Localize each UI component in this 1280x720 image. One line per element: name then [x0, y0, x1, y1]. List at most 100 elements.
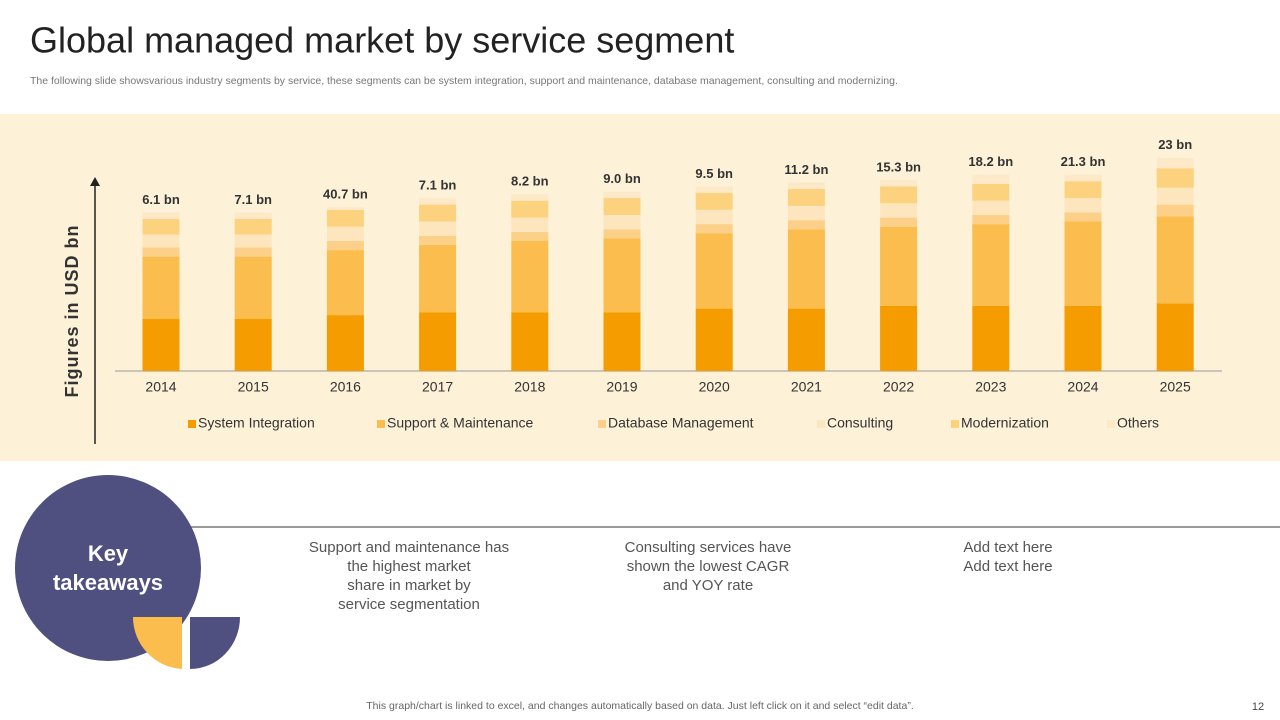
bar-segment	[787, 308, 825, 371]
bar-segment	[142, 319, 180, 371]
bar-segment	[326, 241, 364, 251]
bar-segment	[419, 204, 457, 222]
bar-segment	[142, 234, 180, 248]
x-tick-label: 2018	[514, 379, 545, 395]
legend-entry: Consulting	[827, 415, 893, 431]
takeaway-text: the highest market	[347, 558, 471, 575]
bar-segment	[419, 221, 457, 236]
bar-segment	[972, 200, 1010, 215]
bar-segment	[511, 231, 549, 241]
total-label: 6.1 bn	[142, 192, 180, 207]
total-label: 40.7 bn	[323, 187, 368, 202]
bar-segment	[1156, 204, 1194, 217]
bar-segment	[603, 229, 641, 239]
bar-segment	[1156, 216, 1194, 304]
bar-segment	[1156, 157, 1194, 169]
y-axis-label: Figures in USD bn	[62, 224, 82, 397]
bar-segment	[880, 226, 918, 306]
x-tick-label: 2019	[606, 379, 637, 395]
orange-quarter	[132, 617, 182, 669]
bar-segment	[880, 306, 918, 371]
bar-segment	[511, 241, 549, 313]
bar-segment	[326, 315, 364, 371]
bar-segment	[880, 217, 918, 227]
bar-segment	[419, 235, 457, 245]
x-tick-label: 2023	[975, 379, 1006, 395]
takeaway-text: share in market by	[347, 577, 471, 594]
bar-segment	[419, 244, 457, 313]
arrow-head	[90, 177, 100, 186]
legend-entry: Others	[1117, 415, 1159, 431]
bar-segment	[787, 229, 825, 309]
total-label: 9.0 bn	[603, 171, 641, 186]
total-label: 9.5 bn	[695, 166, 733, 181]
total-label: 15.3 bn	[876, 159, 921, 174]
legend-swatch	[1107, 420, 1115, 428]
bar-segment	[695, 186, 733, 193]
bar-segment	[880, 186, 918, 204]
bar-segment	[603, 215, 641, 230]
bar-segment	[603, 191, 641, 199]
takeaway-text: shown the lowest CAGR	[627, 558, 790, 575]
bar-segment	[695, 308, 733, 371]
bar-segment	[234, 247, 272, 257]
legend-swatch	[188, 420, 196, 428]
bar-segment	[234, 218, 272, 235]
footer: This graph/chart is linked to excel, and…	[366, 700, 913, 712]
x-tick-label: 2021	[791, 379, 822, 395]
takeaway-text: Add text here	[963, 558, 1052, 575]
legend-swatch	[817, 420, 825, 428]
bar-segment	[695, 233, 733, 309]
x-tick-label: 2017	[422, 379, 453, 395]
bar-segment	[326, 207, 364, 210]
total-label: 18.2 bn	[968, 154, 1013, 169]
total-label: 23 bn	[1158, 137, 1192, 152]
bar-segment	[787, 189, 825, 206]
legend-swatch	[377, 420, 385, 428]
x-tick-label: 2015	[238, 379, 269, 395]
legend-entry: Support & Maintenance	[387, 415, 534, 431]
bar-segment	[1156, 303, 1194, 371]
bar-segment	[972, 183, 1010, 201]
bar-segment	[326, 209, 364, 227]
bar-segment	[880, 179, 918, 187]
bar-segment	[972, 224, 1010, 306]
bar-segment	[972, 174, 1010, 184]
x-tick-label: 2025	[1160, 379, 1191, 395]
bar-segment	[603, 312, 641, 371]
bar-segment	[326, 226, 364, 241]
bar-segment	[234, 256, 272, 319]
legend-swatch	[951, 420, 959, 428]
subtitle: The following slide showsvarious industr…	[30, 75, 898, 87]
bar-segment	[1064, 198, 1102, 213]
bar-segment	[419, 198, 457, 205]
bar-segment	[511, 200, 549, 218]
bar-segment	[695, 209, 733, 225]
total-label: 7.1 bn	[234, 192, 272, 207]
purple-quarter	[190, 617, 240, 669]
total-label: 8.2 bn	[511, 174, 549, 189]
bar-segment	[972, 306, 1010, 371]
takeaway-heading: takeaways	[53, 570, 163, 595]
bar-segment	[142, 218, 180, 235]
bar-segment	[142, 212, 180, 219]
takeaway-text: Consulting services have	[625, 539, 792, 556]
takeaway-circle	[15, 475, 201, 661]
x-tick-label: 2014	[145, 379, 176, 395]
bar-segment	[234, 319, 272, 371]
slide-title: Global managed market by service segment	[30, 20, 734, 61]
bar-segment	[326, 250, 364, 316]
bar-segment	[695, 192, 733, 210]
page-number: 12	[1252, 701, 1264, 713]
bar-segment	[142, 256, 180, 319]
total-label: 7.1 bn	[419, 178, 457, 193]
legend-swatch	[598, 420, 606, 428]
takeaway-heading: Key	[88, 541, 129, 566]
bar-segment	[603, 198, 641, 215]
legend-entry: Modernization	[961, 415, 1049, 431]
bar-segment	[880, 203, 918, 218]
total-label: 21.3 bn	[1061, 154, 1106, 169]
bar-segment	[972, 215, 1010, 225]
x-tick-label: 2022	[883, 379, 914, 395]
bar-segment	[1064, 181, 1102, 199]
